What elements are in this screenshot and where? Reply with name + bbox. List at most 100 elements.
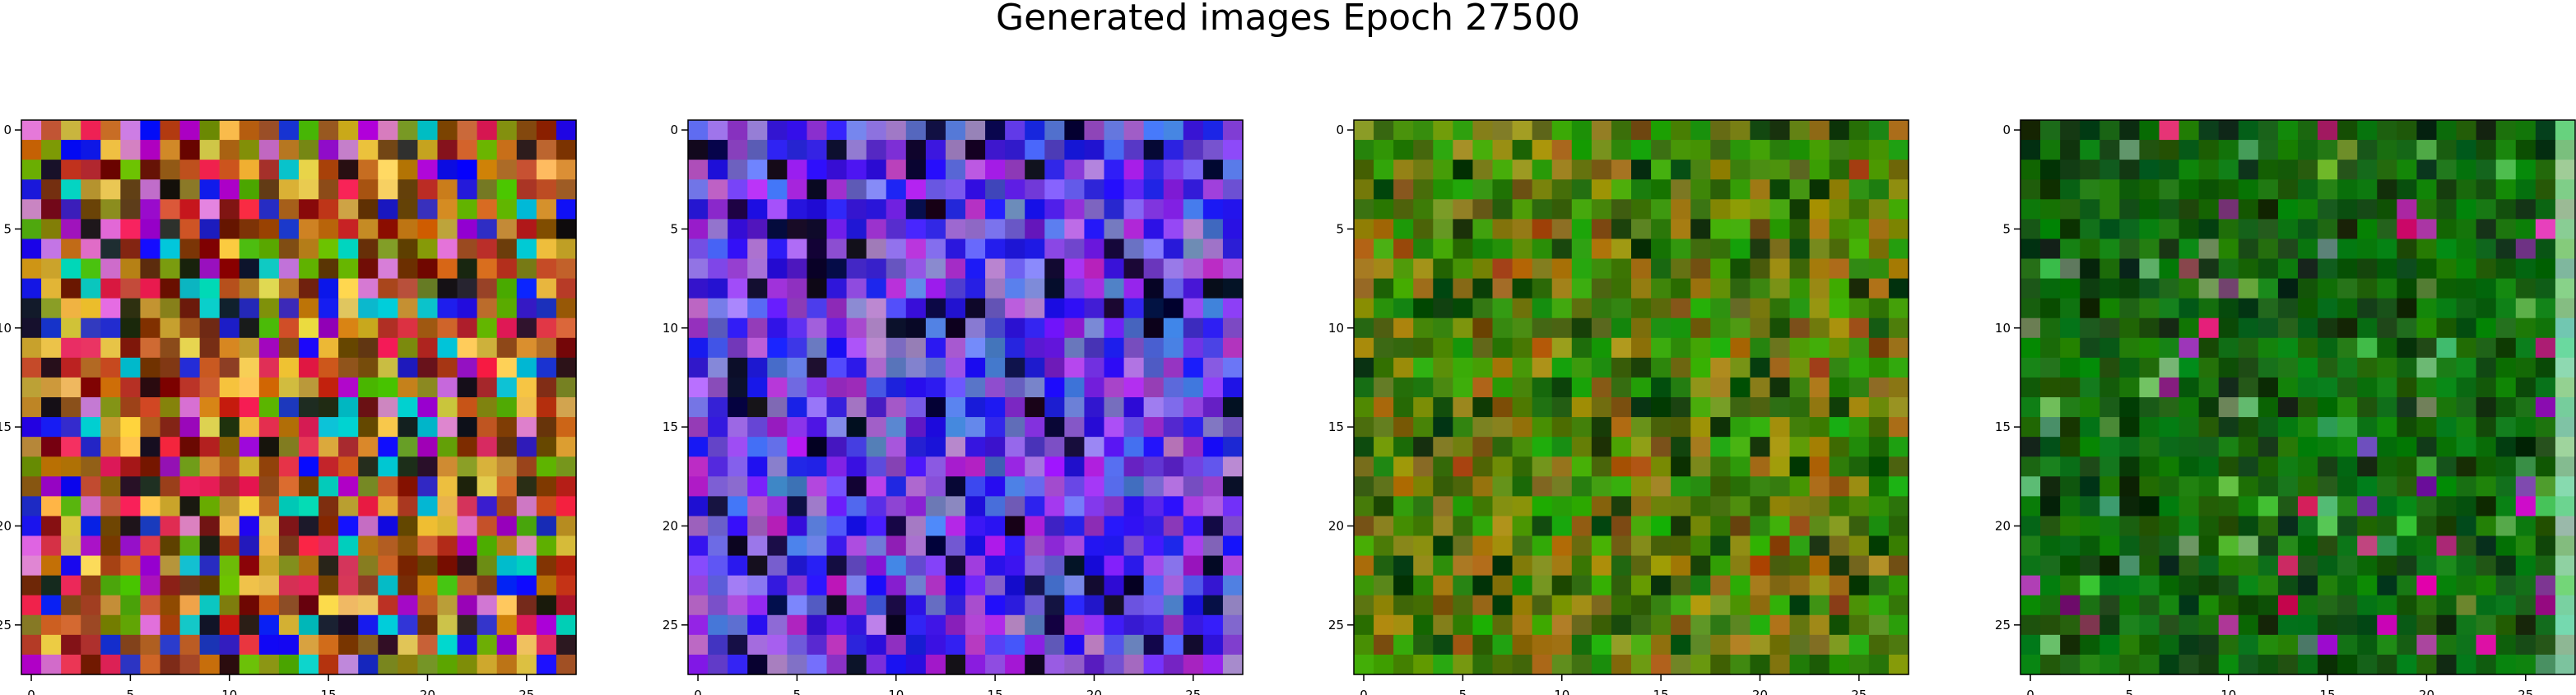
pixel-cell bbox=[1183, 140, 1204, 160]
pixel-cell bbox=[2160, 219, 2180, 239]
pixel-cell bbox=[2119, 338, 2140, 359]
pixel-cell bbox=[120, 456, 141, 477]
pixel-cell bbox=[2080, 437, 2100, 457]
pixel-cell bbox=[2060, 615, 2081, 636]
pixel-cell bbox=[81, 299, 101, 319]
pixel-cell bbox=[2397, 318, 2417, 339]
pixel-cell bbox=[2476, 358, 2497, 378]
pixel-cell bbox=[1005, 239, 1025, 259]
pixel-cell bbox=[1044, 239, 1065, 259]
pixel-cell bbox=[438, 358, 458, 378]
pixel-cell bbox=[319, 595, 339, 616]
pixel-cell bbox=[2555, 358, 2576, 378]
pixel-cell bbox=[1183, 595, 1204, 616]
pixel-cell bbox=[1710, 318, 1731, 339]
pixel-cell bbox=[2239, 655, 2259, 675]
pixel-cell bbox=[279, 199, 300, 220]
pixel-cell bbox=[358, 358, 379, 378]
pixel-cell bbox=[1532, 160, 1553, 180]
pixel-cell bbox=[2437, 160, 2457, 180]
pixel-cell bbox=[220, 536, 240, 557]
pixel-cell bbox=[1611, 299, 1632, 319]
pixel-cell bbox=[220, 456, 240, 477]
pixel-cell bbox=[2357, 239, 2378, 259]
pixel-cell bbox=[378, 476, 398, 497]
pixel-cell bbox=[556, 476, 577, 497]
pixel-cell bbox=[239, 635, 260, 656]
pixel-cell bbox=[2357, 437, 2378, 457]
pixel-cell bbox=[946, 655, 966, 675]
pixel-cell bbox=[847, 279, 867, 299]
pixel-cell bbox=[1144, 279, 1165, 299]
pixel-cell bbox=[1144, 655, 1165, 675]
pixel-cell bbox=[1631, 318, 1652, 339]
pixel-cell bbox=[1631, 516, 1652, 536]
pixel-cell bbox=[1374, 140, 1394, 160]
pixel-cell bbox=[2139, 279, 2160, 299]
pixel-cell bbox=[1690, 615, 1711, 636]
pixel-cell bbox=[2239, 140, 2259, 160]
pixel-cell bbox=[1730, 655, 1751, 675]
pixel-cell bbox=[537, 615, 557, 636]
x-tick-label: 0 bbox=[694, 688, 702, 695]
pixel-cell bbox=[1592, 318, 1612, 339]
pixel-cell bbox=[1869, 417, 1890, 438]
pixel-cell bbox=[2416, 655, 2437, 675]
pixel-cell bbox=[2278, 358, 2299, 378]
pixel-cell bbox=[2377, 516, 2397, 536]
pixel-cell bbox=[1413, 179, 1434, 200]
pixel-cell bbox=[2278, 397, 2299, 418]
pixel-cell bbox=[1472, 338, 1493, 359]
pixel-cell bbox=[556, 259, 577, 280]
pixel-cell bbox=[1869, 140, 1890, 160]
pixel-cell bbox=[965, 556, 986, 577]
pixel-cell bbox=[867, 338, 887, 359]
pixel-cell bbox=[1513, 318, 1533, 339]
pixel-cell bbox=[2239, 279, 2259, 299]
pixel-cell bbox=[1064, 219, 1085, 239]
pixel-cell bbox=[1104, 358, 1125, 378]
pixel-cell bbox=[787, 576, 807, 596]
pixel-cell bbox=[1592, 516, 1612, 536]
pixel-cell bbox=[827, 239, 848, 259]
pixel-cell bbox=[2416, 140, 2437, 160]
pixel-cell bbox=[1631, 299, 1652, 319]
pixel-cell bbox=[2219, 219, 2239, 239]
pixel-cell bbox=[728, 318, 748, 339]
pixel-cell bbox=[1810, 516, 1830, 536]
pixel-cell bbox=[2397, 299, 2417, 319]
pixel-cell bbox=[1750, 378, 1770, 398]
pixel-cell bbox=[1374, 556, 1394, 577]
pixel-cell bbox=[556, 279, 577, 299]
pixel-cell bbox=[41, 338, 62, 359]
pixel-cell bbox=[1869, 259, 1890, 280]
pixel-cell bbox=[1064, 496, 1085, 517]
pixel-cell bbox=[438, 437, 458, 457]
pixel-cell bbox=[2040, 140, 2061, 160]
pixel-cell bbox=[517, 456, 537, 477]
pixel-cell bbox=[1453, 358, 1473, 378]
pixel-cell bbox=[358, 496, 379, 517]
pixel-cell bbox=[1552, 318, 1573, 339]
x-tick-label: 15 bbox=[1653, 688, 1669, 695]
pixel-cell bbox=[1790, 140, 1811, 160]
pixel-cell bbox=[886, 318, 907, 339]
pixel-cell bbox=[1552, 516, 1573, 536]
pixel-cell bbox=[1710, 476, 1731, 497]
pixel-cell bbox=[319, 140, 339, 160]
pixel-cell bbox=[1493, 140, 1514, 160]
pixel-cell bbox=[2516, 140, 2536, 160]
pixel-cell bbox=[2258, 239, 2279, 259]
pixel-cell bbox=[1025, 219, 1045, 239]
pixel-cell bbox=[1849, 595, 1870, 616]
pixel-cell bbox=[2377, 417, 2397, 438]
pixel-cell bbox=[1869, 179, 1890, 200]
pixel-cell bbox=[827, 140, 848, 160]
pixel-cell bbox=[1849, 219, 1870, 239]
pixel-cell bbox=[906, 338, 927, 359]
pixel-cell bbox=[1472, 239, 1493, 259]
pixel-cell bbox=[1889, 179, 1909, 200]
pixel-cell bbox=[1223, 179, 1244, 200]
pixel-cell bbox=[140, 615, 160, 636]
pixel-cell bbox=[2536, 199, 2556, 220]
